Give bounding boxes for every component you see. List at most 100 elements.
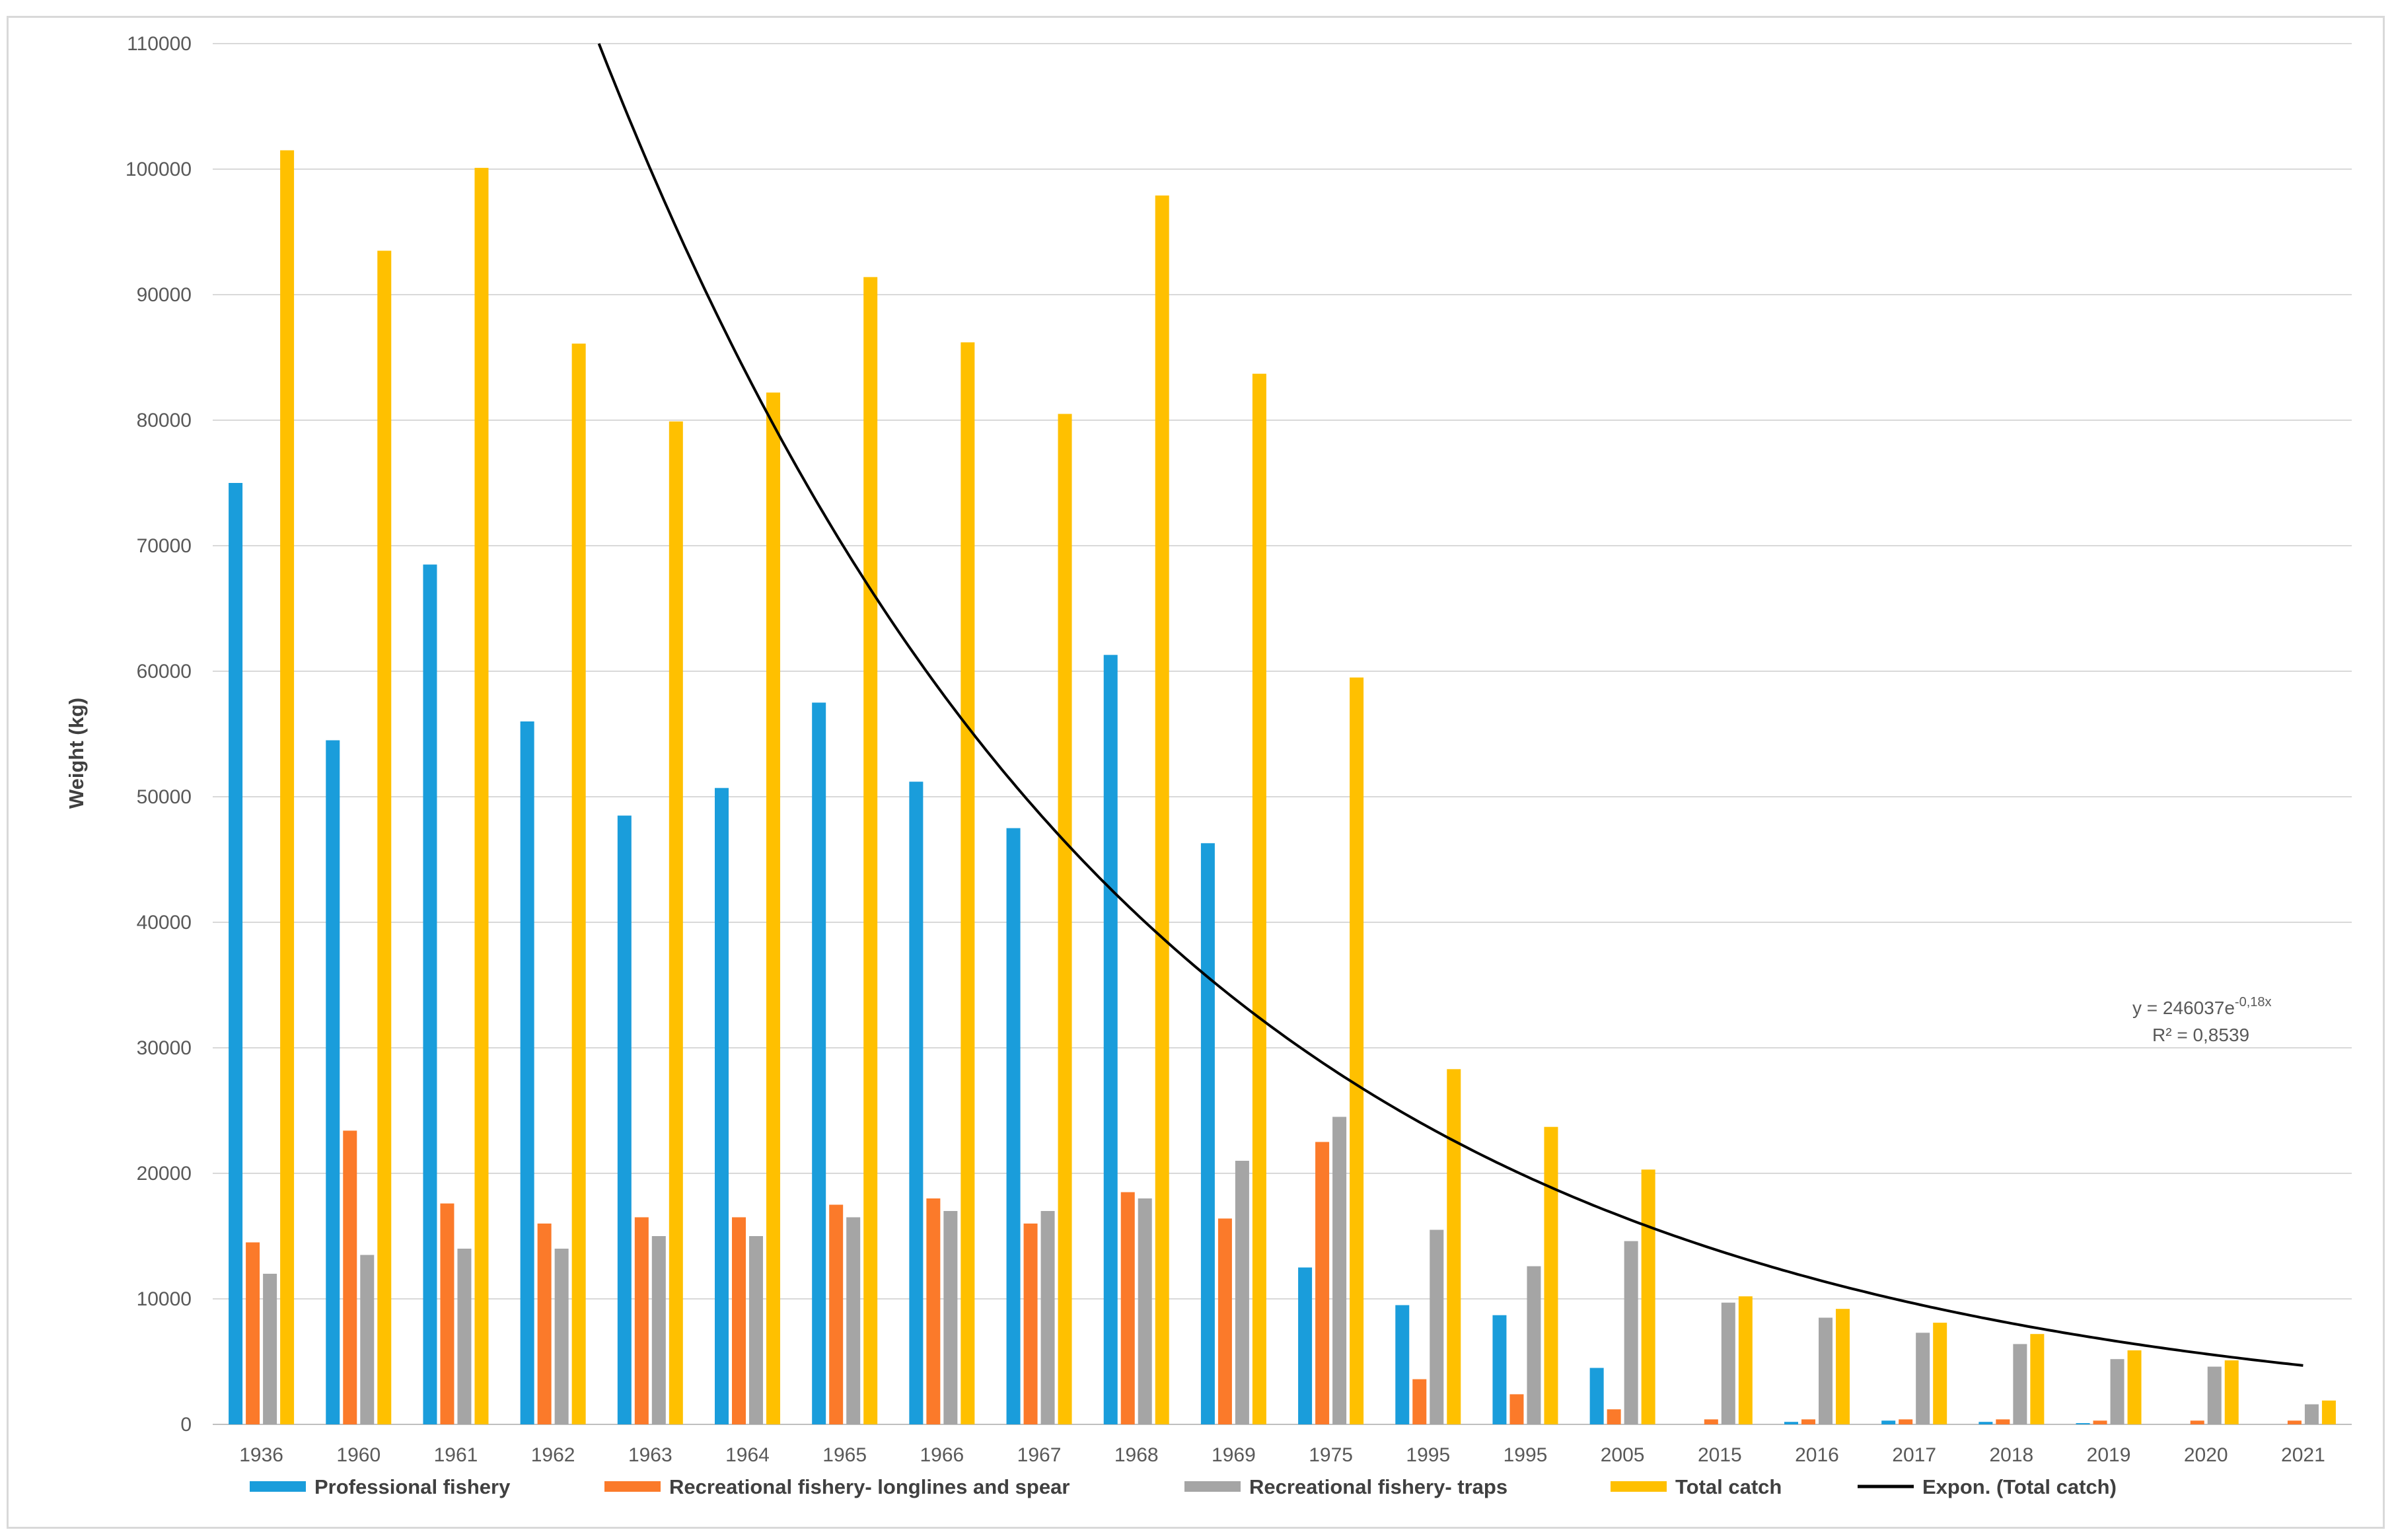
bar-recreational-fishery-traps: [1527, 1266, 1541, 1424]
bar-professional-fishery: [1589, 1368, 1604, 1424]
bar-recreational-fishery-longlines-and-spear: [1217, 1218, 1232, 1424]
y-tick-label: 60000: [137, 661, 192, 682]
bar-recreational-fishery-longlines-and-spear: [1509, 1394, 1524, 1424]
gridlines: [213, 43, 2352, 1425]
bar-recreational-fishery-traps: [749, 1236, 763, 1424]
bar-total-catch: [1544, 1126, 1558, 1424]
legend: Professional fishery Recreational fishery…: [250, 1475, 2117, 1498]
bar-total-catch: [1933, 1323, 1947, 1424]
bar-professional-fishery: [1881, 1420, 1896, 1424]
y-tick-label: 80000: [137, 410, 192, 431]
bar-recreational-fishery-traps: [1721, 1302, 1735, 1424]
bar-recreational-fishery-traps: [1040, 1211, 1055, 1424]
bar-recreational-fishery-traps: [1430, 1229, 1444, 1424]
bar-recreational-fishery-longlines-and-spear: [1412, 1379, 1427, 1424]
bar-total-catch: [1641, 1169, 1655, 1424]
bar-total-catch: [1350, 677, 1364, 1424]
bar-professional-fishery: [1298, 1267, 1313, 1424]
bar-professional-fishery: [909, 782, 924, 1424]
x-tick-label: 1965: [822, 1444, 867, 1466]
bar-total-catch: [863, 277, 878, 1424]
bar-recreational-fishery-traps: [554, 1249, 569, 1424]
bar-total-catch: [1252, 373, 1266, 1425]
bar-professional-fishery: [520, 721, 534, 1424]
y-tick-label: 110000: [127, 33, 192, 55]
x-tick-label: 1975: [1309, 1444, 1353, 1466]
bar-recreational-fishery-longlines-and-spear: [2190, 1420, 2204, 1424]
bar-professional-fishery: [423, 564, 437, 1424]
bar-recreational-fishery-traps: [2207, 1366, 2222, 1424]
x-tick-label: 1963: [628, 1444, 672, 1466]
bar-recreational-fishery-longlines-and-spear: [1023, 1224, 1038, 1424]
x-tick-label: 2017: [1892, 1444, 1936, 1466]
bar-recreational-fishery-longlines-and-spear: [732, 1217, 746, 1424]
bar-total-catch: [1447, 1069, 1461, 1424]
bar-professional-fishery: [2076, 1423, 2090, 1424]
bar-recreational-fishery-traps: [1138, 1198, 1152, 1424]
trendline-equation: y = 246037e-0,18x R² = 0,8539: [2132, 995, 2272, 1045]
x-tick-label: 1960: [336, 1444, 381, 1466]
legend-label: Total catch: [1675, 1475, 1782, 1498]
bar-total-catch: [474, 168, 489, 1425]
bar-professional-fishery: [326, 740, 340, 1424]
x-tick-label: 2005: [1601, 1444, 1645, 1466]
y-tick-label: 40000: [137, 912, 192, 934]
bar-total-catch: [2127, 1350, 2142, 1424]
bar-total-catch: [766, 392, 780, 1425]
legend-label: Recreational fishery- traps: [1249, 1475, 1507, 1498]
y-axis-label: Weight (kg): [65, 698, 88, 809]
bar-total-catch: [1738, 1296, 1753, 1424]
bar-recreational-fishery-longlines-and-spear: [343, 1130, 357, 1424]
x-tick-label: 2020: [2184, 1444, 2228, 1466]
bar-total-catch: [1155, 195, 1169, 1424]
legend-label: Recreational fishery- longlines and spea…: [669, 1475, 1070, 1498]
bar-recreational-fishery-longlines-and-spear: [926, 1198, 941, 1424]
legend-swatch: [1611, 1481, 1667, 1492]
y-tick-label: 20000: [137, 1163, 192, 1185]
bar-recreational-fishery-longlines-and-spear: [1704, 1419, 1718, 1424]
bar-professional-fishery: [617, 815, 632, 1424]
bar-recreational-fishery-longlines-and-spear: [1607, 1409, 1621, 1424]
x-tick-label: 1995: [1406, 1444, 1450, 1466]
x-tick-label: 1962: [531, 1444, 575, 1466]
x-tick-label: 1995: [1504, 1444, 1548, 1466]
bar-recreational-fishery-traps: [2110, 1359, 2124, 1424]
bar-recreational-fishery-traps: [360, 1255, 375, 1424]
y-tick-label: 90000: [137, 284, 192, 306]
legend-swatch: [604, 1481, 661, 1492]
legend-swatch: [1184, 1481, 1241, 1492]
bar-recreational-fishery-longlines-and-spear: [246, 1242, 260, 1424]
y-tick-label: 10000: [137, 1288, 192, 1310]
bars: [229, 150, 2336, 1425]
bar-total-catch: [280, 150, 295, 1424]
bar-total-catch: [1058, 414, 1072, 1424]
legend-label: Expon. (Total catch): [1922, 1475, 2117, 1498]
bar-professional-fishery: [812, 702, 826, 1424]
bar-total-catch: [2224, 1360, 2239, 1424]
chart-frame: [7, 16, 2385, 1529]
y-tick-label: 0: [180, 1414, 192, 1436]
bar-recreational-fishery-traps: [457, 1249, 472, 1424]
x-tick-label: 1967: [1017, 1444, 1062, 1466]
bar-recreational-fishery-traps: [1332, 1117, 1347, 1424]
x-tick-label: 1936: [239, 1444, 283, 1466]
bar-total-catch: [377, 250, 392, 1424]
bar-recreational-fishery-longlines-and-spear: [1899, 1419, 1913, 1424]
y-tick-label: 100000: [126, 159, 192, 180]
bar-professional-fishery: [715, 788, 729, 1424]
legend-label: Professional fishery: [314, 1475, 511, 1498]
equation-text: y = 246037e-0,18x: [2132, 995, 2272, 1018]
bar-recreational-fishery-traps: [263, 1274, 277, 1424]
x-tick-label: 2019: [2087, 1444, 2131, 1466]
bar-recreational-fishery-traps: [1819, 1317, 1833, 1424]
x-tick-label: 2018: [1989, 1444, 2033, 1466]
bar-recreational-fishery-longlines-and-spear: [2287, 1420, 2302, 1424]
x-tick-label: 1966: [920, 1444, 964, 1466]
bar-recreational-fishery-traps: [1235, 1161, 1249, 1424]
bar-total-catch: [571, 344, 586, 1424]
bar-recreational-fishery-traps: [943, 1211, 958, 1424]
x-tick-label: 2021: [2281, 1444, 2325, 1466]
bar-recreational-fishery-longlines-and-spear: [440, 1203, 454, 1424]
x-tick-label: 1968: [1114, 1444, 1159, 1466]
